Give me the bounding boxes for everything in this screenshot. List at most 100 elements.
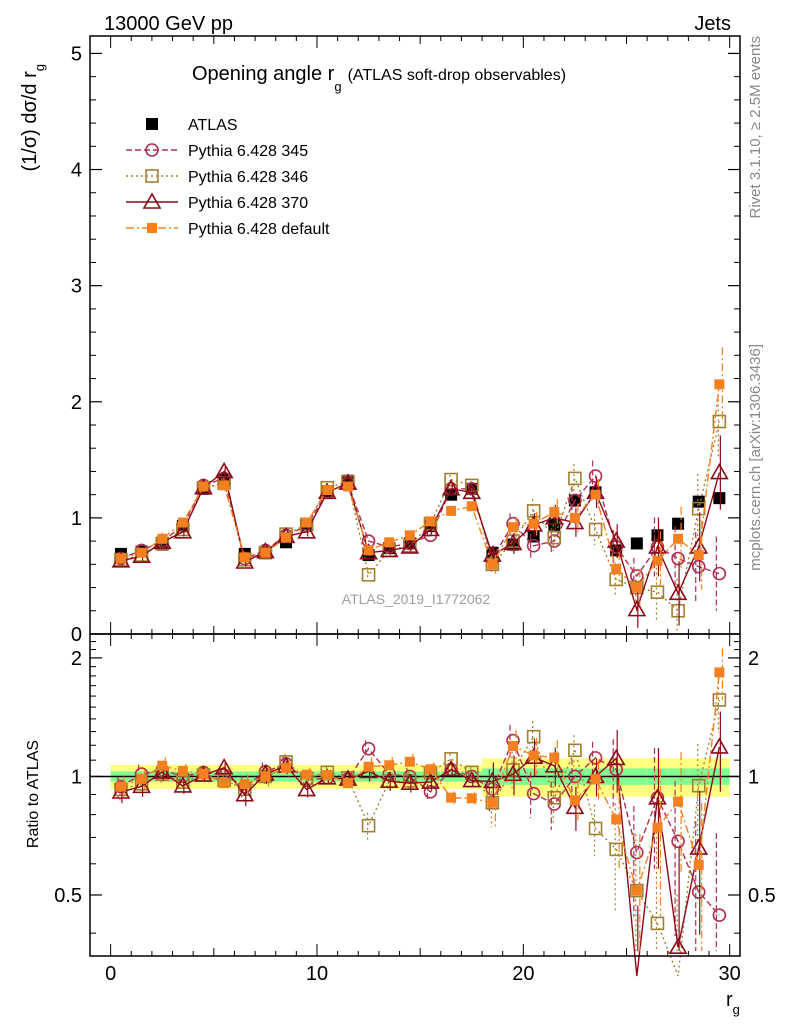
series-line	[120, 421, 721, 613]
data-point	[568, 493, 582, 508]
data-point	[712, 566, 727, 581]
ratio-point	[173, 776, 193, 793]
ratio-point	[239, 779, 250, 790]
ratio-point	[425, 764, 436, 775]
data-point	[239, 552, 250, 563]
ratio-point	[379, 771, 399, 788]
ratio-point	[650, 916, 665, 931]
data-point	[157, 533, 168, 544]
ratio-point	[115, 781, 126, 792]
ratio-point	[214, 758, 234, 775]
legend-label: Pythia 6.428 346	[188, 169, 308, 186]
ratio-point	[588, 751, 603, 765]
ratio-point	[691, 778, 706, 793]
data-point	[671, 603, 685, 618]
ratio-point	[547, 790, 562, 805]
ratio-point	[444, 752, 458, 766]
ratio-point	[483, 771, 502, 789]
data-point	[627, 600, 647, 617]
data-point	[631, 582, 642, 593]
watermark: ATLAS_2019_I1772062	[342, 591, 491, 607]
series-line	[120, 474, 720, 578]
side-mcplots: mcplots.cern.ch [arXiv:1306.3436]	[747, 344, 764, 571]
ratio-point	[361, 741, 376, 756]
legend-marker	[146, 118, 158, 130]
ratio-y-tick-label-right: 2	[748, 648, 759, 670]
legend-marker	[147, 223, 157, 233]
ratio-point	[503, 764, 523, 782]
ratio-point	[526, 729, 541, 744]
data-point	[548, 518, 561, 531]
data-point	[260, 547, 271, 558]
ratio-series-line	[120, 699, 721, 977]
x-tick-label: 10	[306, 963, 328, 985]
legend-label: Pythia 6.428 default	[188, 221, 330, 238]
ratio-point	[609, 842, 623, 857]
ratio-point	[235, 785, 255, 802]
ratio-series-4	[115, 648, 725, 952]
ratio-point	[136, 773, 147, 784]
data-point	[363, 545, 374, 556]
ratio-point	[342, 778, 353, 789]
ratio-point	[526, 786, 541, 801]
data-point	[297, 522, 317, 539]
data-point	[441, 479, 461, 496]
ratio-point	[485, 796, 500, 810]
ratio-point	[219, 778, 230, 789]
ratio-point	[691, 885, 706, 899]
data-point	[342, 481, 353, 492]
ratio-y-tick-label: 1	[71, 766, 82, 788]
ratio-point	[606, 748, 626, 766]
ratio-point	[508, 741, 519, 752]
data-point	[462, 482, 482, 500]
data-point	[590, 489, 601, 500]
data-point	[606, 531, 626, 548]
data-point	[713, 492, 726, 505]
data-point	[692, 495, 705, 508]
ratio-point	[569, 795, 580, 806]
ratio-point	[487, 797, 498, 808]
data-point	[712, 414, 727, 429]
ratio-point	[648, 788, 667, 805]
data-point	[384, 537, 395, 548]
ratio-y-tick-label-right: 0.5	[748, 885, 776, 907]
legend-label: ATLAS	[188, 117, 238, 134]
data-point	[173, 522, 193, 539]
ratio-point	[568, 769, 582, 784]
data-point	[214, 461, 234, 479]
ratio-point	[630, 883, 644, 898]
data-point	[485, 557, 500, 572]
data-point	[569, 512, 580, 523]
legend-marker	[145, 169, 159, 183]
ratio-point	[152, 762, 172, 779]
y-tick-label: 3	[71, 276, 82, 298]
ratio-point	[714, 667, 725, 678]
ratio-point	[260, 771, 271, 782]
ratio-point	[590, 774, 601, 785]
data-point	[672, 517, 685, 530]
ratio-point	[363, 761, 374, 772]
data-point	[693, 550, 704, 561]
data-point	[379, 540, 399, 558]
legend-label: Pythia 6.428 345	[188, 143, 308, 160]
ratio-point	[668, 937, 688, 955]
data-point	[301, 517, 312, 528]
data-point	[503, 533, 523, 551]
ratio-point	[400, 773, 420, 790]
header-left: 13000 GeV pp	[104, 13, 233, 35]
ratio-series-line	[120, 746, 721, 977]
data-point	[136, 547, 147, 558]
ratio-point	[361, 818, 376, 833]
data-point	[714, 379, 725, 390]
ratio-point	[485, 782, 500, 796]
data-point	[466, 501, 477, 512]
legend-label: Pythia 6.428 370	[188, 195, 308, 212]
data-point	[198, 481, 209, 492]
ratio-point	[671, 834, 685, 849]
y-tick-label: 0	[71, 624, 82, 646]
ratio-point	[464, 765, 479, 780]
data-point	[508, 522, 519, 533]
data-point	[322, 485, 333, 496]
x-tick-label: 20	[512, 963, 534, 985]
ratio-point	[709, 737, 729, 754]
